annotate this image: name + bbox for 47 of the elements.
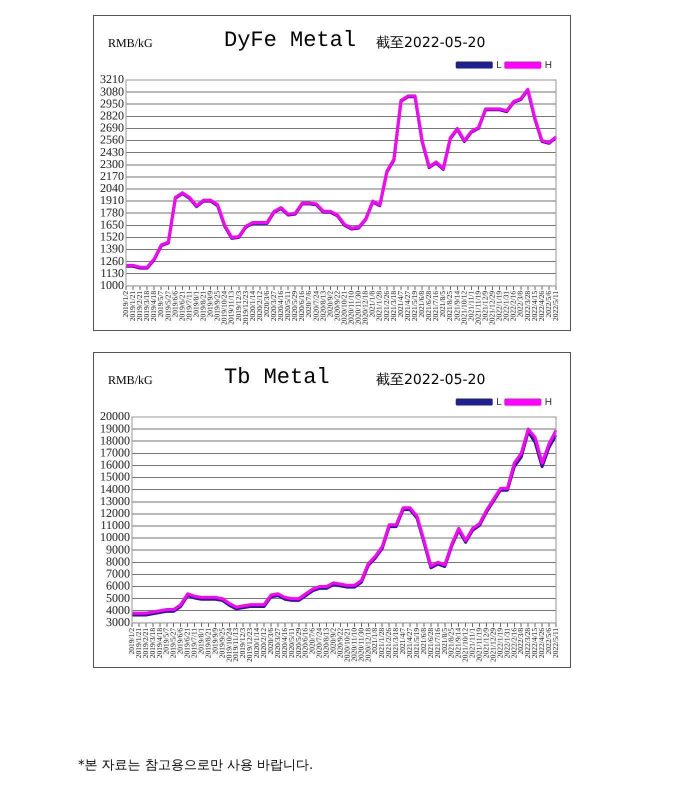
legend-label: L bbox=[496, 396, 502, 408]
legend-label: H bbox=[544, 60, 552, 71]
y-tick-label: 1650 bbox=[100, 217, 124, 232]
y-tick-label: 1000 bbox=[100, 278, 124, 292]
legend-label: L bbox=[496, 60, 502, 71]
y-axis-title: RMB/kG bbox=[108, 36, 153, 51]
y-tick-label: 2820 bbox=[100, 108, 124, 122]
y-tick-label: 1260 bbox=[100, 254, 124, 268]
y-tick-label: 7000 bbox=[106, 566, 130, 581]
y-tick-label: 2430 bbox=[100, 144, 124, 159]
chart-title: Tb Metal bbox=[224, 365, 330, 390]
y-tick-label: 1910 bbox=[100, 193, 124, 208]
y-tick-label: 18000 bbox=[100, 433, 130, 448]
y-tick-label: 16000 bbox=[100, 458, 130, 472]
y-tick-label: 3080 bbox=[100, 84, 124, 98]
y-tick-label: 2690 bbox=[100, 120, 124, 135]
y-tick-label: 3000 bbox=[106, 614, 130, 629]
chart-subtitle: 截至2022-05-20 bbox=[376, 34, 486, 52]
y-tick-label: 15000 bbox=[100, 470, 130, 484]
y-tick-label: 17000 bbox=[100, 445, 130, 460]
y-tick-label: 10000 bbox=[100, 530, 130, 544]
y-tick-label: 12000 bbox=[100, 506, 130, 520]
y-axis-title: RMB/kG bbox=[108, 373, 153, 388]
y-tick-label: 3210 bbox=[100, 72, 124, 86]
chart-subtitle: 截至2022-05-20 bbox=[376, 371, 486, 389]
chart-title: DyFe Metal bbox=[224, 28, 356, 53]
y-tick-label: 2950 bbox=[100, 96, 124, 110]
y-tick-label: 4000 bbox=[106, 602, 130, 617]
y-tick-label: 9000 bbox=[106, 542, 130, 556]
y-tick-label: 2040 bbox=[100, 181, 124, 196]
y-tick-label: 1390 bbox=[100, 242, 124, 256]
y-tick-label: 2560 bbox=[100, 132, 124, 147]
y-tick-label: 2300 bbox=[100, 156, 124, 171]
legend-label: H bbox=[544, 396, 552, 408]
y-tick-label: 1130 bbox=[100, 266, 124, 280]
y-tick-label: 1780 bbox=[100, 205, 124, 220]
y-tick-label: 20000 bbox=[100, 409, 130, 424]
y-tick-label: 13000 bbox=[100, 494, 130, 508]
text: *본 자료는 참고용으로만 사용 바랍니다. bbox=[78, 757, 314, 774]
y-tick-label: 11000 bbox=[100, 518, 130, 532]
y-tick-label: 8000 bbox=[106, 554, 130, 568]
y-tick-label: 19000 bbox=[100, 421, 130, 436]
y-tick-label: 6000 bbox=[106, 578, 130, 593]
y-tick-label: 5000 bbox=[106, 590, 130, 605]
y-tick-label: 14000 bbox=[100, 482, 130, 496]
y-tick-label: 2170 bbox=[100, 169, 124, 184]
y-tick-label: 1520 bbox=[100, 230, 124, 244]
